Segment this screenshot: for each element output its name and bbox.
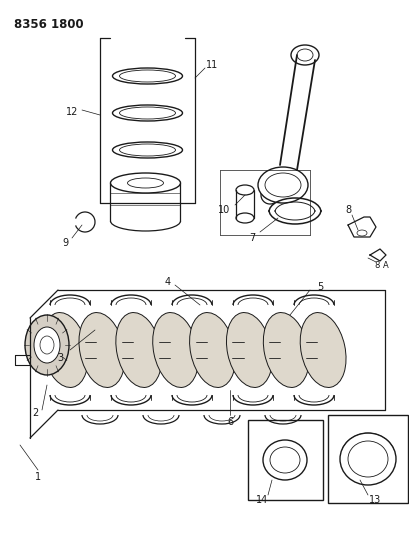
Text: 11: 11: [205, 60, 218, 70]
Text: 2: 2: [32, 408, 38, 418]
Text: 12: 12: [66, 107, 78, 117]
Ellipse shape: [112, 68, 182, 84]
Text: 8 A: 8 A: [374, 261, 388, 270]
Ellipse shape: [25, 315, 69, 375]
Ellipse shape: [236, 185, 254, 195]
Ellipse shape: [112, 105, 182, 121]
Ellipse shape: [112, 142, 182, 158]
Ellipse shape: [189, 312, 235, 387]
Bar: [327, 415, 407, 503]
Ellipse shape: [34, 327, 60, 363]
Ellipse shape: [356, 230, 366, 236]
Text: 9: 9: [62, 238, 68, 248]
Ellipse shape: [339, 433, 395, 485]
Ellipse shape: [236, 213, 254, 223]
Text: 6: 6: [227, 417, 232, 427]
Ellipse shape: [262, 440, 306, 480]
Text: 7: 7: [248, 233, 254, 243]
Text: 14: 14: [255, 495, 267, 505]
Ellipse shape: [79, 312, 124, 387]
Ellipse shape: [299, 312, 345, 387]
Ellipse shape: [127, 178, 163, 188]
Ellipse shape: [116, 312, 161, 387]
Text: 13: 13: [368, 495, 380, 505]
Ellipse shape: [42, 312, 88, 387]
Ellipse shape: [110, 173, 180, 193]
Ellipse shape: [152, 312, 198, 387]
Text: 4: 4: [164, 277, 171, 287]
Bar: [247, 420, 322, 500]
Ellipse shape: [263, 312, 308, 387]
Text: 8356 1800: 8356 1800: [14, 18, 83, 31]
Text: 10: 10: [217, 205, 229, 215]
Ellipse shape: [226, 312, 272, 387]
Text: 5: 5: [316, 282, 322, 292]
Ellipse shape: [257, 167, 307, 203]
Text: 8: 8: [344, 205, 350, 215]
Text: 3: 3: [57, 353, 63, 363]
Text: 1: 1: [35, 472, 41, 482]
Ellipse shape: [290, 45, 318, 65]
